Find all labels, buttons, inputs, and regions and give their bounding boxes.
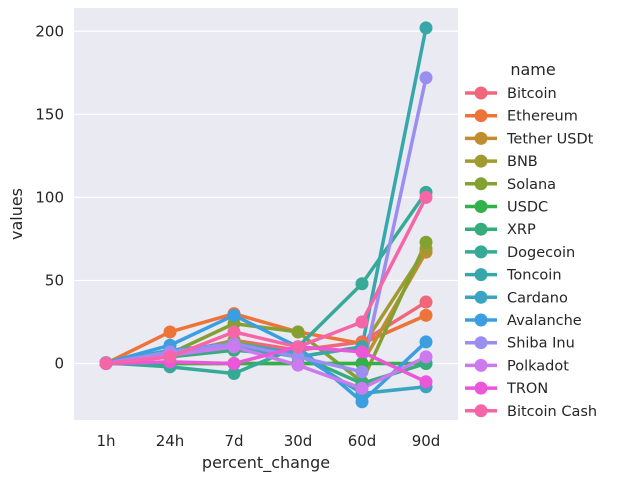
legend-entry: Toncoin [465, 268, 562, 284]
legend-entry: Solana [465, 177, 556, 193]
data-point [419, 190, 433, 204]
legend-entry: Tether USDt [465, 131, 594, 147]
series-line [105, 345, 427, 384]
data-point [291, 340, 305, 354]
data-point [355, 365, 369, 379]
legend-marker [474, 109, 488, 123]
legend-marker [474, 313, 488, 327]
legend-title: name [510, 60, 555, 79]
data-point [355, 381, 369, 395]
legend-label: Solana [507, 177, 556, 193]
x-tick-label: 24h [156, 432, 185, 450]
legend-label: Polkadot [507, 358, 569, 374]
legend-label: Tether USDt [506, 131, 594, 147]
data-point [99, 356, 113, 370]
legend-marker [474, 222, 488, 236]
data-point [163, 350, 177, 364]
series-lines [105, 27, 428, 404]
x-tick-label: 60d [348, 432, 377, 450]
legend-entry: Cardano [465, 290, 568, 306]
legend-marker [474, 177, 488, 191]
data-point [355, 315, 369, 329]
y-tick-label: 100 [35, 188, 64, 206]
legend-label: XRP [507, 222, 536, 238]
legend-entry: Avalanche [465, 313, 582, 329]
legend-label: Ethereum [507, 109, 578, 125]
legend-label: Bitcoin Cash [507, 404, 597, 420]
x-tick-label: 90d [412, 432, 441, 450]
series-line [105, 313, 428, 404]
legend-label: Shiba Inu [507, 336, 575, 352]
data-point [355, 395, 369, 409]
x-tick-label: 1h [96, 432, 115, 450]
x-tick-label: 30d [284, 432, 313, 450]
legend-marker [474, 290, 488, 304]
data-point [291, 358, 305, 372]
data-point [227, 308, 241, 322]
legend-entry: Ethereum [465, 109, 578, 125]
data-point [163, 325, 177, 339]
legend-entry: Dogecoin [465, 245, 575, 261]
legend-marker [474, 200, 488, 213]
legend-entry: Bitcoin Cash [465, 404, 597, 420]
data-point [419, 335, 433, 349]
legend-label: USDC [507, 200, 548, 216]
legend-marker [474, 154, 488, 168]
data-point [419, 235, 433, 249]
data-point [419, 295, 433, 309]
series-line [105, 77, 428, 374]
legend-marker [474, 86, 488, 100]
y-tick-labels: 0 50 100 150 200 [35, 22, 64, 372]
legend: name Bitcoin Ethereum Tether USDt BNB Solana… [465, 60, 597, 420]
y-tick-label: 50 [45, 271, 64, 289]
data-point [227, 325, 241, 339]
legend-entry: XRP [465, 222, 536, 238]
series-line [105, 196, 428, 365]
data-point [227, 340, 241, 354]
y-tick-label: 150 [35, 105, 64, 123]
legend-entry: TRON [465, 381, 548, 397]
series-line [105, 311, 427, 365]
data-point [419, 375, 433, 389]
legend-marker [474, 358, 488, 372]
legend-entry: Shiba Inu [465, 336, 575, 352]
legend-label: Cardano [507, 290, 568, 306]
series-points [99, 21, 433, 409]
y-tick-label: 0 [54, 355, 64, 373]
legend-marker [474, 131, 488, 145]
data-point [227, 357, 241, 371]
legend-marker [474, 245, 488, 259]
legend-entry: Polkadot [465, 358, 569, 374]
legend-entry: BNB [465, 154, 538, 170]
legend-label: Avalanche [507, 313, 582, 329]
data-point [419, 350, 433, 364]
legend-label: Bitcoin [507, 86, 557, 102]
series-line [105, 191, 428, 376]
data-point [355, 345, 369, 359]
legend-marker [474, 336, 488, 350]
legend-label: TRON [506, 381, 548, 397]
legend-entry: Bitcoin [465, 86, 557, 102]
data-point [419, 308, 433, 322]
data-point [355, 277, 369, 291]
y-axis-label: values [7, 188, 26, 240]
x-axis-label: percent_change [202, 453, 330, 473]
legend-label: Dogecoin [507, 245, 575, 261]
x-tick-labels: 1h 24h 7d 30d 60d 90d [96, 432, 440, 450]
legend-label: Toncoin [506, 268, 562, 284]
legend-marker [474, 381, 488, 395]
legend-label: BNB [507, 154, 538, 170]
y-tick-label: 200 [35, 22, 64, 40]
legend-marker [474, 404, 488, 418]
data-point [419, 21, 433, 35]
data-point [419, 71, 433, 85]
x-tick-label: 7d [224, 432, 243, 450]
legend-marker [474, 268, 488, 282]
data-point [291, 325, 305, 339]
data-point [227, 366, 241, 380]
legend-entry: USDC [465, 200, 548, 216]
